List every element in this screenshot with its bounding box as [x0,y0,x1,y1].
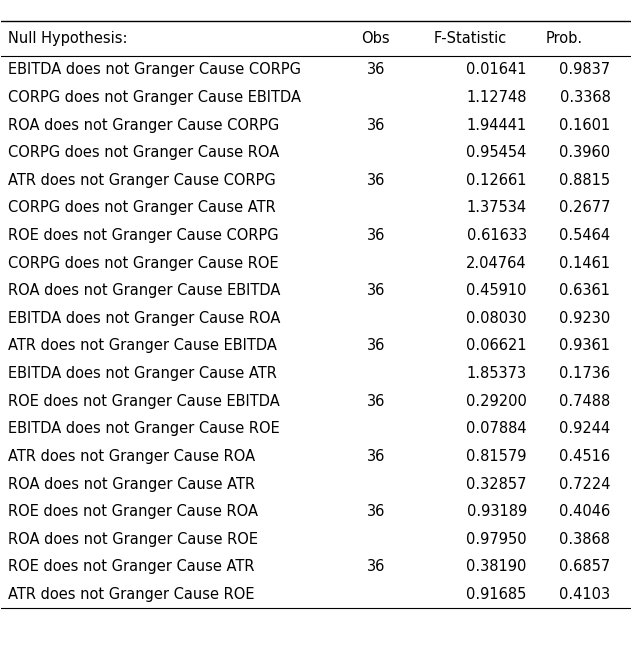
Text: 0.07884: 0.07884 [466,421,527,436]
Text: 0.81579: 0.81579 [466,449,527,464]
Text: 1.12748: 1.12748 [466,90,527,105]
Text: 0.12661: 0.12661 [466,173,527,188]
Text: 36: 36 [367,393,385,409]
Text: ROE does not Granger Cause ROA: ROE does not Granger Cause ROA [8,504,258,519]
Text: 0.9244: 0.9244 [559,421,611,436]
Text: EBITDA does not Granger Cause ROA: EBITDA does not Granger Cause ROA [8,311,280,326]
Text: 0.1736: 0.1736 [559,366,611,381]
Text: 0.95454: 0.95454 [466,145,527,160]
Text: 0.8815: 0.8815 [559,173,611,188]
Text: 0.9361: 0.9361 [559,339,611,353]
Text: 0.3868: 0.3868 [559,531,611,547]
Text: ATR does not Granger Cause ROA: ATR does not Granger Cause ROA [8,449,255,464]
Text: 0.4103: 0.4103 [559,587,611,602]
Text: ROE does not Granger Cause ATR: ROE does not Granger Cause ATR [8,559,254,574]
Text: 0.5464: 0.5464 [559,228,611,243]
Text: 0.61633: 0.61633 [466,228,527,243]
Text: ROA does not Granger Cause ROE: ROA does not Granger Cause ROE [8,531,258,547]
Text: 36: 36 [367,559,385,574]
Text: Prob.: Prob. [546,31,583,46]
Text: ROA does not Granger Cause CORPG: ROA does not Granger Cause CORPG [8,117,279,132]
Text: ROA does not Granger Cause ATR: ROA does not Granger Cause ATR [8,477,255,491]
Text: ROE does not Granger Cause EBITDA: ROE does not Granger Cause EBITDA [8,393,279,409]
Text: 36: 36 [367,283,385,298]
Text: 0.3960: 0.3960 [559,145,611,160]
Text: 0.01641: 0.01641 [466,63,527,77]
Text: 0.4516: 0.4516 [559,449,611,464]
Text: 0.91685: 0.91685 [466,587,527,602]
Text: 1.37534: 1.37534 [466,201,527,215]
Text: CORPG does not Granger Cause ROE: CORPG does not Granger Cause ROE [8,255,278,271]
Text: 36: 36 [367,63,385,77]
Text: 2.04764: 2.04764 [466,255,527,271]
Text: 0.9230: 0.9230 [559,311,611,326]
Text: 0.3368: 0.3368 [559,90,611,105]
Text: 0.32857: 0.32857 [466,477,527,491]
Text: ATR does not Granger Cause EBITDA: ATR does not Granger Cause EBITDA [8,339,277,353]
Text: 0.06621: 0.06621 [466,339,527,353]
Text: EBITDA does not Granger Cause ATR: EBITDA does not Granger Cause ATR [8,366,277,381]
Text: 1.85373: 1.85373 [466,366,527,381]
Text: EBITDA does not Granger Cause CORPG: EBITDA does not Granger Cause CORPG [8,63,301,77]
Text: 0.45910: 0.45910 [466,283,527,298]
Text: 1.94441: 1.94441 [466,117,527,132]
Text: Obs: Obs [362,31,390,46]
Text: F-Statistic: F-Statistic [434,31,507,46]
Text: CORPG does not Granger Cause ATR: CORPG does not Granger Cause ATR [8,201,276,215]
Text: ATR does not Granger Cause CORPG: ATR does not Granger Cause CORPG [8,173,276,188]
Text: 36: 36 [367,117,385,132]
Text: 0.7224: 0.7224 [559,477,611,491]
Text: ATR does not Granger Cause ROE: ATR does not Granger Cause ROE [8,587,254,602]
Text: 0.4046: 0.4046 [559,504,611,519]
Text: 0.08030: 0.08030 [466,311,527,326]
Text: 36: 36 [367,173,385,188]
Text: 0.1601: 0.1601 [559,117,611,132]
Text: 0.6361: 0.6361 [559,283,611,298]
Text: 36: 36 [367,339,385,353]
Text: CORPG does not Granger Cause ROA: CORPG does not Granger Cause ROA [8,145,279,160]
Text: 0.9837: 0.9837 [559,63,611,77]
Text: 36: 36 [367,504,385,519]
Text: 0.7488: 0.7488 [559,393,611,409]
Text: 0.2677: 0.2677 [559,201,611,215]
Text: 0.38190: 0.38190 [466,559,527,574]
Text: 0.29200: 0.29200 [466,393,527,409]
Text: 36: 36 [367,449,385,464]
Text: 0.1461: 0.1461 [559,255,611,271]
Text: ROA does not Granger Cause EBITDA: ROA does not Granger Cause EBITDA [8,283,280,298]
Text: 0.6857: 0.6857 [559,559,611,574]
Text: Null Hypothesis:: Null Hypothesis: [8,31,127,46]
Text: 36: 36 [367,228,385,243]
Text: 0.93189: 0.93189 [466,504,527,519]
Text: 0.97950: 0.97950 [466,531,527,547]
Text: EBITDA does not Granger Cause ROE: EBITDA does not Granger Cause ROE [8,421,279,436]
Text: CORPG does not Granger Cause EBITDA: CORPG does not Granger Cause EBITDA [8,90,301,105]
Text: ROE does not Granger Cause CORPG: ROE does not Granger Cause CORPG [8,228,278,243]
